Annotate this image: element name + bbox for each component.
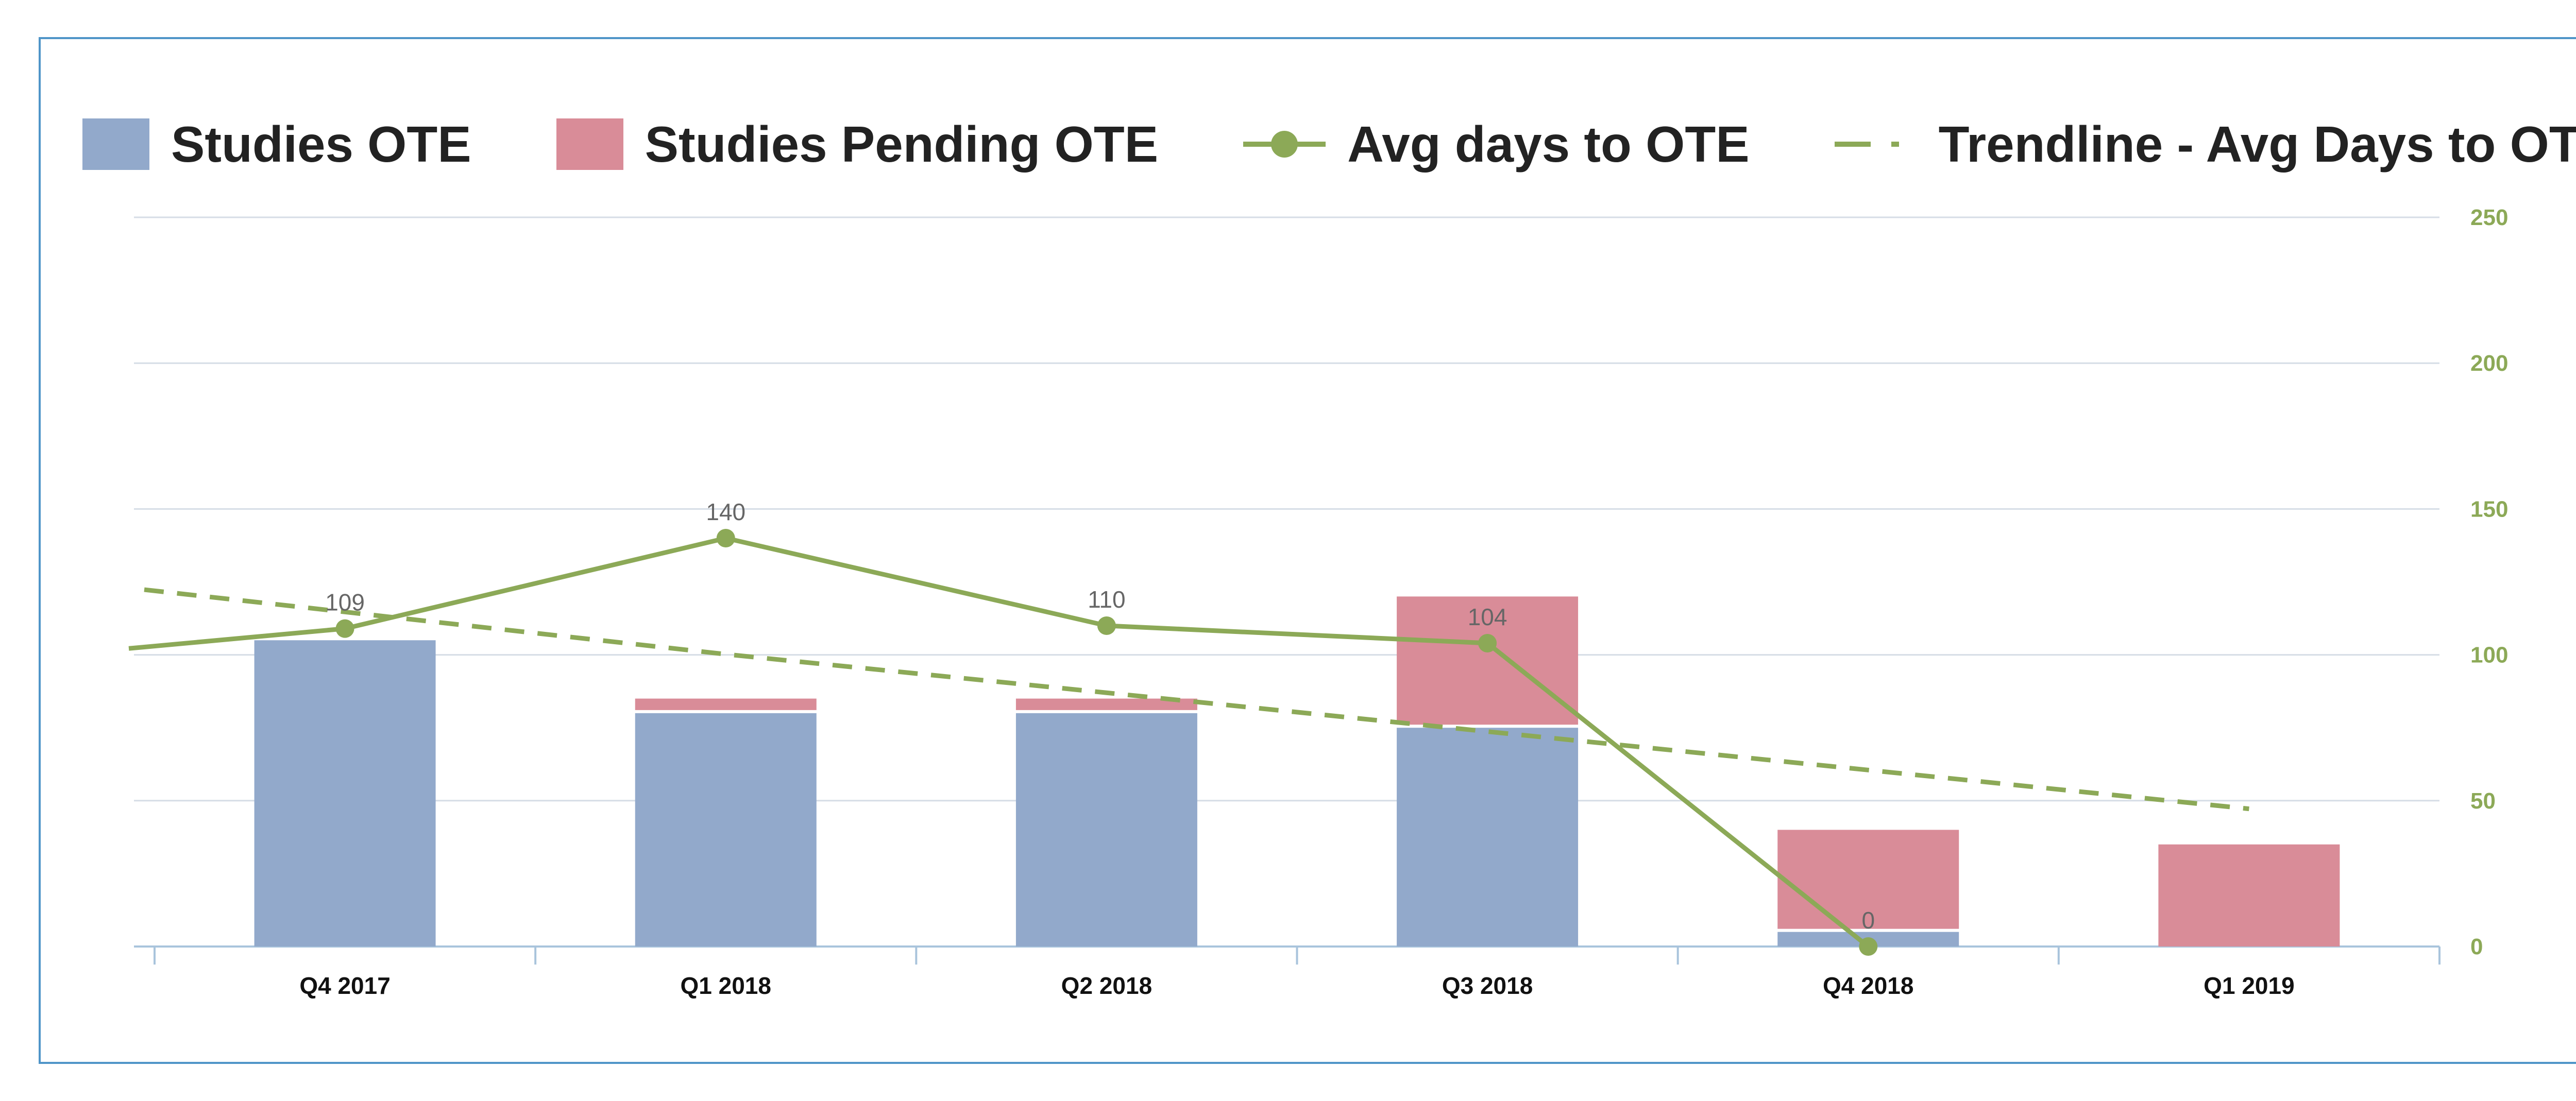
x-axis-category-label: Q3 2018 xyxy=(1442,972,1533,999)
avg-days-point xyxy=(1478,633,1497,652)
y-axis-tick-label: 50 xyxy=(2470,788,2496,814)
bar-studies-pending-ote xyxy=(2158,844,2340,947)
legend-dashed-line-icon xyxy=(1834,142,1899,147)
legend-item-trendline[interactable]: Trendline - Avg Days to OTE xyxy=(1834,115,2576,174)
bar-studies-pending-ote xyxy=(1777,830,1959,929)
avg-days-data-label: 104 xyxy=(1468,604,1507,630)
legend-label-studies-pending-ote: Studies Pending OTE xyxy=(645,115,1159,173)
avg-days-series-line xyxy=(128,536,1870,949)
trendline-series-line xyxy=(144,587,2249,812)
legend-swatch-studies-ote xyxy=(82,118,149,170)
legend-line-marker-icon xyxy=(1243,131,1326,158)
chart-legend: Studies OTE Studies Pending OTE Avg days… xyxy=(82,111,2576,178)
avg-days-data-label: 110 xyxy=(1088,586,1125,613)
legend-label-trendline: Trendline - Avg Days to OTE xyxy=(1938,115,2576,173)
y-axis-tick-label: 250 xyxy=(2470,205,2508,230)
avg-days-point xyxy=(1859,937,1878,956)
x-axis-category-label: Q4 2018 xyxy=(1823,972,1913,999)
x-axis-category-label: Q2 2018 xyxy=(1061,972,1152,999)
legend-item-studies-pending-ote[interactable]: Studies Pending OTE xyxy=(556,115,1158,174)
bar-studies-pending-ote xyxy=(635,698,817,710)
bar-studies-ote xyxy=(1015,713,1197,947)
bar-studies-ote xyxy=(635,713,817,947)
y-axis-tick-label: 150 xyxy=(2470,496,2508,522)
legend-item-avg-days[interactable]: Avg days to OTE xyxy=(1243,115,1750,174)
avg-days-data-label: 0 xyxy=(1861,907,1875,934)
avg-days-point xyxy=(716,529,735,548)
avg-days-data-label: 140 xyxy=(706,498,745,525)
y-axis-tick-label: 200 xyxy=(2470,351,2508,376)
legend-label-avg-days: Avg days to OTE xyxy=(1347,115,1750,173)
legend-label-studies-ote: Studies OTE xyxy=(171,115,471,173)
avg-days-point xyxy=(335,619,354,638)
y-axis-tick-label: 100 xyxy=(2470,643,2508,668)
x-axis-category-label: Q1 2019 xyxy=(2204,972,2294,999)
x-axis-category-label: Q1 2018 xyxy=(681,972,771,999)
chart-frame xyxy=(39,37,2576,1064)
bar-studies-ote xyxy=(1397,728,1579,947)
bar-studies-ote xyxy=(254,640,436,947)
y-axis-tick-label: 0 xyxy=(2470,934,2483,959)
legend-item-studies-ote[interactable]: Studies OTE xyxy=(82,115,471,174)
bar-studies-pending-ote xyxy=(1397,596,1579,725)
avg-days-data-label: 109 xyxy=(325,589,365,616)
x-axis-category-label: Q4 2017 xyxy=(299,972,390,999)
bar-studies-pending-ote xyxy=(1015,698,1197,710)
legend-swatch-studies-pending-ote xyxy=(556,118,623,170)
avg-days-point xyxy=(1097,616,1116,635)
